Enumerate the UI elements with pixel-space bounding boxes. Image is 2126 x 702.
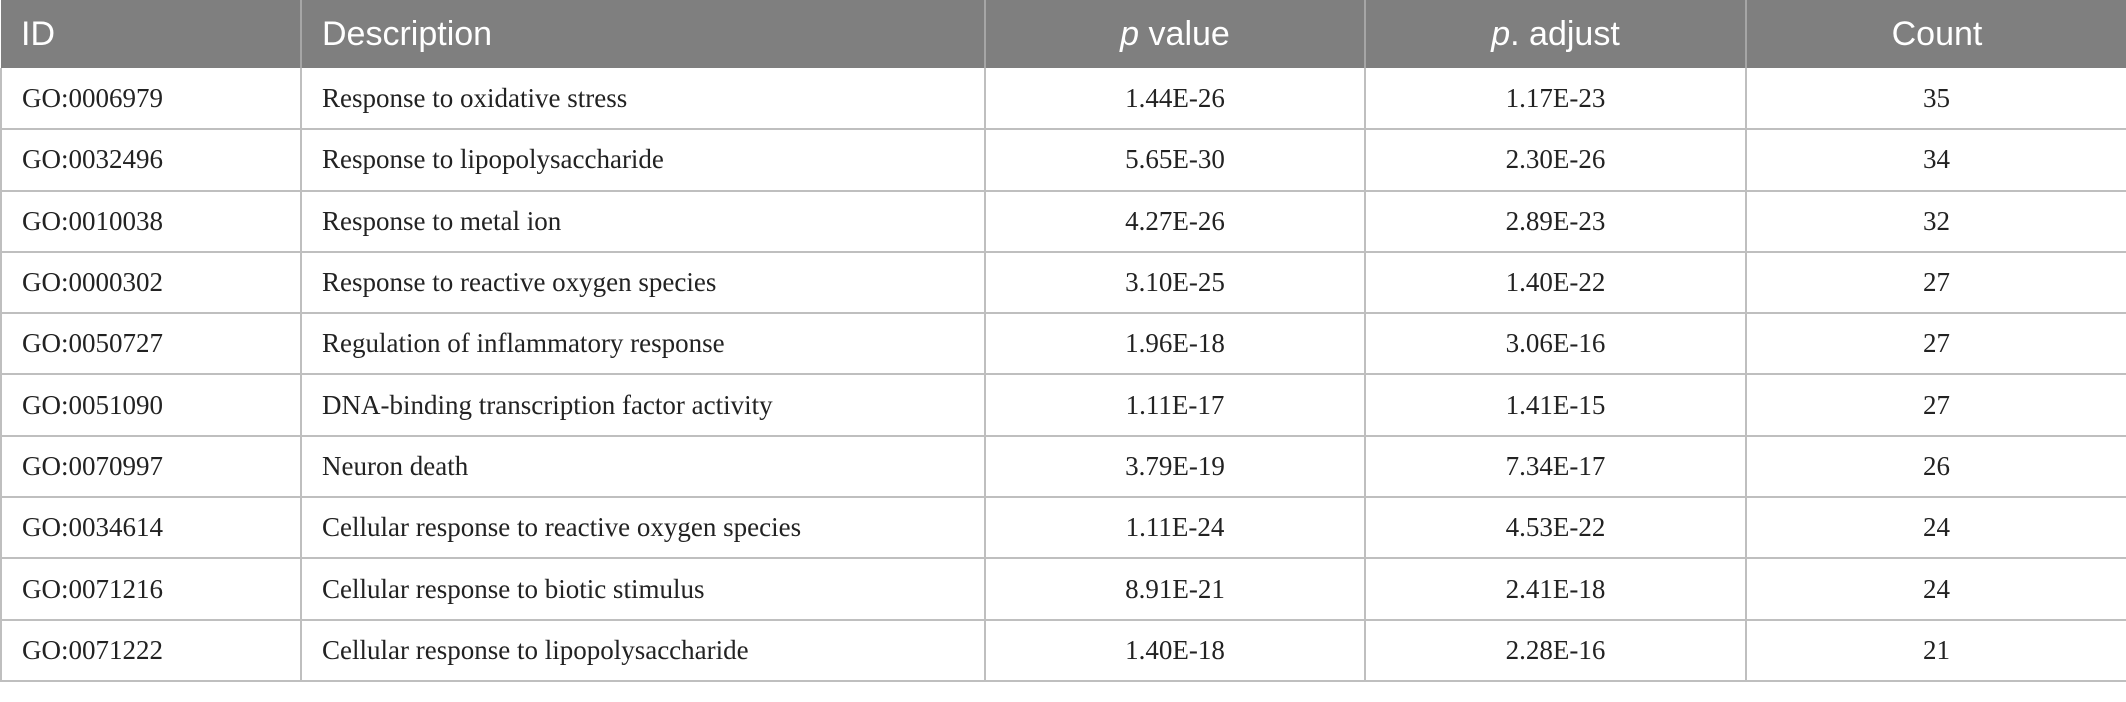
- cell-p-adjust: 4.53E-22: [1364, 497, 1746, 560]
- cell-id: GO:0071216: [0, 558, 301, 621]
- cell-id: GO:0006979: [0, 68, 301, 131]
- cell-count: 35: [1745, 68, 2126, 131]
- cell-description: Regulation of inflammatory response: [300, 313, 985, 376]
- table-row: GO:0051090 DNA-binding transcription fac…: [0, 374, 2126, 437]
- cell-p-value: 5.65E-30: [984, 129, 1365, 192]
- cell-p-adjust: 3.06E-16: [1364, 313, 1746, 376]
- header-p-adjust[interactable]: p. adjust: [1364, 0, 1746, 68]
- cell-description: Response to metal ion: [300, 190, 985, 253]
- table-row: GO:0034614 Cellular response to reactive…: [0, 497, 2126, 560]
- cell-p-value: 1.11E-24: [984, 497, 1365, 560]
- header-p-value-rest: value: [1139, 14, 1230, 53]
- cell-count: 24: [1745, 497, 2126, 560]
- cell-p-adjust: 2.41E-18: [1364, 558, 1746, 621]
- cell-description: Response to reactive oxygen species: [300, 251, 985, 315]
- cell-p-adjust: 2.30E-26: [1364, 129, 1746, 192]
- cell-count: 32: [1745, 190, 2126, 253]
- cell-count: 24: [1745, 558, 2126, 621]
- cell-id: GO:0010038: [0, 190, 301, 253]
- cell-description: Cellular response to reactive oxygen spe…: [300, 497, 985, 560]
- header-p-value-italic: p: [1120, 14, 1140, 53]
- cell-p-value: 3.79E-19: [984, 435, 1365, 499]
- header-p-value[interactable]: p value: [984, 0, 1365, 68]
- cell-description: Cellular response to biotic stimulus: [300, 558, 985, 621]
- go-enrichment-table-container: ID Description p value p. adjust Count G…: [0, 0, 2126, 682]
- cell-id: GO:0050727: [0, 313, 301, 376]
- cell-p-value: 1.44E-26: [984, 68, 1365, 131]
- header-row: ID Description p value p. adjust Count: [1, 0, 2126, 68]
- cell-description: Response to oxidative stress: [300, 68, 985, 131]
- header-id[interactable]: ID: [21, 14, 55, 53]
- cell-description: DNA-binding transcription factor activit…: [300, 374, 985, 437]
- cell-id: GO:0071222: [0, 619, 301, 682]
- table-header: ID Description p value p. adjust Count: [1, 0, 2126, 68]
- cell-p-value: 4.27E-26: [984, 190, 1365, 253]
- cell-count: 21: [1745, 619, 2126, 682]
- cell-p-adjust: 7.34E-17: [1364, 435, 1746, 499]
- cell-description: Response to lipopolysaccharide: [300, 129, 985, 192]
- table-row: GO:0010038 Response to metal ion 4.27E-2…: [0, 190, 2126, 253]
- cell-description: Cellular response to lipopolysaccharide: [300, 619, 985, 682]
- header-p-adjust-italic: p: [1491, 14, 1511, 53]
- cell-p-value: 8.91E-21: [984, 558, 1365, 621]
- header-p-adjust-rest: . adjust: [1510, 14, 1620, 53]
- cell-count: 27: [1745, 313, 2126, 376]
- cell-p-value: 3.10E-25: [984, 251, 1365, 315]
- cell-id: GO:0000302: [0, 251, 301, 315]
- cell-id: GO:0051090: [0, 374, 301, 437]
- cell-p-value: 1.11E-17: [984, 374, 1365, 437]
- table-row: GO:0032496 Response to lipopolysaccharid…: [0, 129, 2126, 192]
- cell-p-adjust: 2.89E-23: [1364, 190, 1746, 253]
- cell-id: GO:0034614: [0, 497, 301, 560]
- cell-id: GO:0070997: [0, 435, 301, 499]
- go-enrichment-table: ID Description p value p. adjust Count G…: [0, 0, 2126, 682]
- cell-count: 26: [1745, 435, 2126, 499]
- table-row: GO:0006979 Response to oxidative stress …: [0, 68, 2126, 131]
- table-body: GO:0006979 Response to oxidative stress …: [0, 68, 2126, 682]
- cell-p-adjust: 2.28E-16: [1364, 619, 1746, 682]
- cell-count: 27: [1745, 374, 2126, 437]
- table-row: GO:0000302 Response to reactive oxygen s…: [0, 251, 2126, 315]
- cell-p-adjust: 1.17E-23: [1364, 68, 1746, 131]
- table-row: GO:0071222 Cellular response to lipopoly…: [0, 619, 2126, 682]
- cell-p-value: 1.96E-18: [984, 313, 1365, 376]
- header-description[interactable]: Description: [300, 0, 985, 68]
- table-row: GO:0070997 Neuron death 3.79E-19 7.34E-1…: [0, 435, 2126, 499]
- cell-p-value: 1.40E-18: [984, 619, 1365, 682]
- table-row: GO:0071216 Cellular response to biotic s…: [0, 558, 2126, 621]
- header-count[interactable]: Count: [1745, 0, 2126, 68]
- cell-count: 27: [1745, 251, 2126, 315]
- cell-p-adjust: 1.41E-15: [1364, 374, 1746, 437]
- cell-p-adjust: 1.40E-22: [1364, 251, 1746, 315]
- cell-id: GO:0032496: [0, 129, 301, 192]
- cell-count: 34: [1745, 129, 2126, 192]
- table-row: GO:0050727 Regulation of inflammatory re…: [0, 313, 2126, 376]
- cell-description: Neuron death: [300, 435, 985, 499]
